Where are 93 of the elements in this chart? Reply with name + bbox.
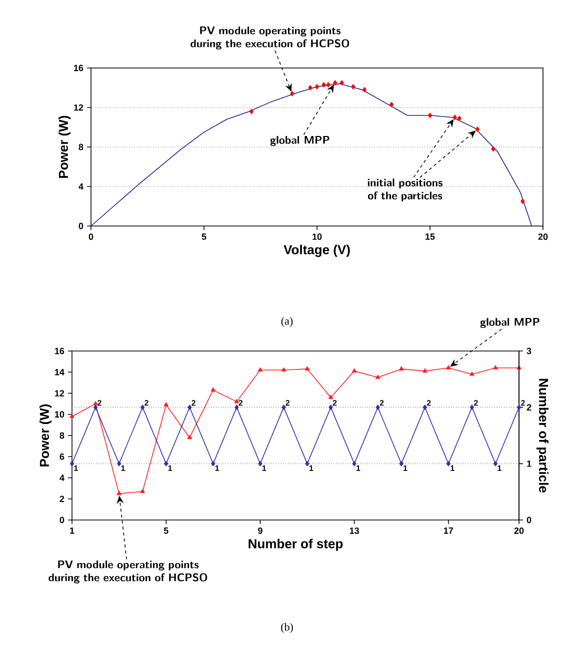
- point: [520, 198, 525, 204]
- point: [362, 86, 367, 93]
- x-tick-label: 10: [312, 234, 322, 240]
- annotation: global MPP: [480, 318, 540, 328]
- point: [328, 394, 334, 399]
- point: [140, 488, 145, 493]
- data-label: 1: [168, 465, 172, 471]
- point: [340, 80, 344, 86]
- y2-tick-label: 3: [526, 348, 532, 354]
- data-label: 2: [474, 400, 478, 406]
- y-tick-label: 0: [78, 222, 84, 230]
- point: [376, 374, 380, 379]
- point: [314, 84, 320, 90]
- data-label: 1: [404, 465, 408, 471]
- annotation: initial positions of the particles: [368, 178, 442, 202]
- point: [446, 365, 451, 370]
- point: [332, 80, 338, 86]
- point: [452, 114, 458, 120]
- data-label: 2: [192, 400, 196, 406]
- y2-axis-title: Number of particle: [536, 378, 549, 492]
- y-axis-title: Power (W): [39, 404, 52, 466]
- point: [164, 402, 168, 406]
- point: [304, 366, 310, 370]
- data-label: 1: [356, 465, 360, 471]
- point: [491, 146, 496, 152]
- data-label: 1: [121, 465, 125, 471]
- x-tick-label: 9: [258, 528, 262, 534]
- point: [399, 366, 404, 370]
- data-label: 2: [426, 400, 431, 406]
- y2-tick-label: 1: [527, 460, 532, 467]
- y-tick-label: 2: [60, 496, 64, 502]
- y-tick-label: 16: [74, 64, 84, 72]
- data-label: 2: [286, 400, 290, 406]
- x-axis-title: Voltage (V): [284, 244, 350, 257]
- x-tick-label: 20: [514, 528, 524, 534]
- y-tick-label: 4: [78, 183, 84, 190]
- annotation: PV module operating points during the execution of HCPSO: [48, 560, 208, 584]
- data-label: 2: [98, 400, 102, 406]
- x-tick-label: 13: [350, 528, 359, 534]
- x-tick-label: 0: [88, 234, 94, 240]
- data-label: 2: [380, 400, 384, 406]
- point: [187, 435, 192, 440]
- point: [93, 401, 98, 406]
- y-tick-label: 12: [55, 390, 64, 396]
- point: [457, 116, 462, 122]
- annotation: global MPP: [270, 136, 330, 146]
- data-label: 2: [520, 400, 525, 406]
- data-label: 1: [450, 465, 454, 471]
- point: [352, 368, 357, 373]
- point: [249, 108, 254, 114]
- point: [116, 490, 122, 496]
- y-tick-label: 10: [55, 411, 64, 418]
- y-tick-label: 14: [55, 369, 64, 376]
- data-label: 2: [238, 400, 243, 406]
- data-label: 1: [74, 465, 78, 471]
- point: [422, 368, 428, 373]
- y-tick-label: 8: [78, 144, 84, 150]
- point: [234, 399, 239, 404]
- y-tick-label: 0: [60, 516, 64, 524]
- x-tick-label: 15: [426, 234, 435, 240]
- data-label: 1: [215, 465, 220, 471]
- data-label: 1: [498, 465, 502, 471]
- point: [290, 90, 294, 96]
- annotation: PV module operating points during the execution of HCPSO: [190, 26, 350, 50]
- data-label: 2: [332, 400, 337, 406]
- x-tick-label: 1: [70, 528, 74, 534]
- x-tick-label: 17: [444, 528, 454, 534]
- point: [475, 126, 480, 132]
- y-tick-label: 6: [60, 453, 64, 460]
- point: [493, 365, 498, 370]
- y2-tick-label: 0: [526, 516, 532, 524]
- point: [210, 387, 216, 392]
- x-axis-title: Number of step: [248, 538, 343, 551]
- x-tick-label: 5: [164, 528, 168, 534]
- y-tick-label: 8: [60, 432, 64, 439]
- point: [281, 367, 286, 372]
- data-label: 1: [309, 465, 314, 471]
- point: [428, 112, 432, 118]
- y-tick-label: 16: [55, 348, 64, 354]
- point: [470, 372, 474, 376]
- y-tick-label: 4: [60, 474, 64, 481]
- point: [258, 367, 263, 372]
- y-tick-label: 12: [74, 104, 84, 111]
- y2-tick-label: 2: [526, 404, 532, 410]
- data-label: 1: [262, 465, 266, 471]
- text: (a): [281, 317, 293, 327]
- point: [70, 414, 74, 418]
- x-tick-label: 20: [538, 234, 548, 240]
- y-axis-title: Power (W): [58, 116, 71, 178]
- x-tick-label: 5: [202, 234, 206, 240]
- text: (b): [281, 623, 293, 633]
- point: [389, 102, 394, 108]
- data-label: 2: [144, 400, 148, 406]
